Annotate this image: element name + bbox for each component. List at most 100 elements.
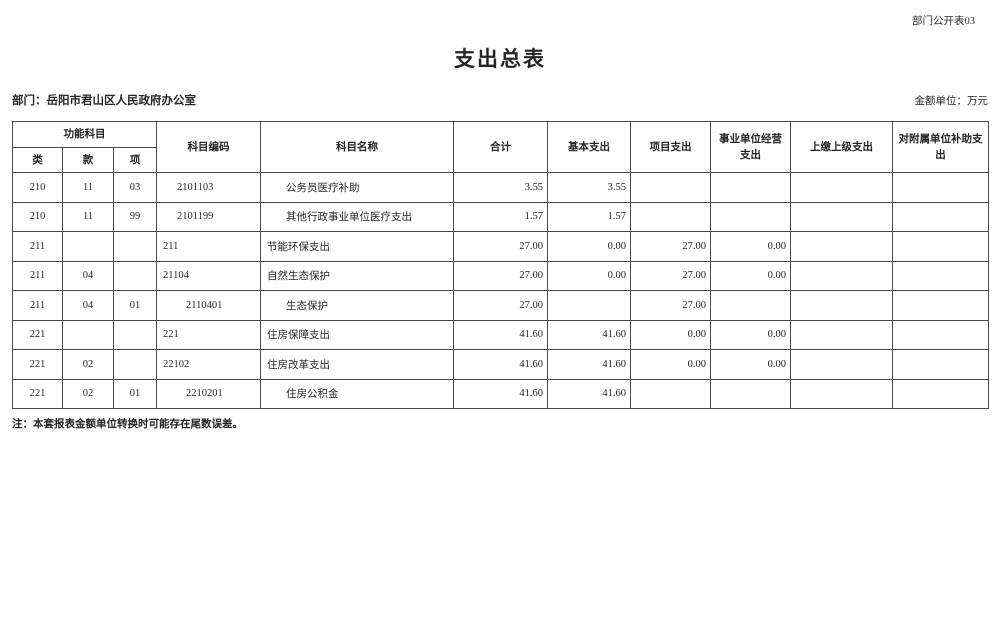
cell-subject-code: 221: [156, 319, 262, 350]
cell-basic: 3.55: [547, 172, 632, 203]
cell-project: [630, 378, 712, 409]
header-class: 类: [12, 146, 63, 173]
cell-subject-code: 2101103: [156, 172, 262, 203]
cell-basic: 1.57: [547, 201, 632, 232]
cell-subsidy: [892, 378, 990, 409]
cell-item: 01: [112, 378, 158, 409]
cell-project: 27.00: [630, 231, 712, 262]
cell-upper: [790, 201, 894, 232]
cell-basic: 41.60: [547, 378, 632, 409]
header-upper-level-expenditure: 上缴上级支出: [790, 121, 894, 173]
cell-operating: 0.00: [710, 231, 792, 262]
cell-section: 04: [62, 290, 114, 321]
table-row: 211 04 01 2110401 生态保护 27.00 27.00: [12, 290, 990, 321]
cell-total: 1.57: [453, 201, 549, 232]
header-row-1: 功能科目 科目编码 科目名称 合计 基本支出 项目支出 事业单位经营支出 上缴上…: [11, 121, 990, 173]
cell-section: 11: [62, 172, 114, 203]
cell-basic: 0.00: [547, 260, 632, 291]
cell-total: 3.55: [453, 172, 549, 203]
cell-project: 0.00: [630, 319, 712, 350]
cell-section: [62, 231, 114, 262]
cell-subsidy: [892, 201, 990, 232]
cell-upper: [790, 319, 894, 350]
amount-unit-label: 金额单位：万元: [914, 96, 989, 107]
cell-subject-code: 22102: [156, 349, 262, 380]
cell-basic: 41.60: [547, 319, 632, 350]
cell-class: 211: [12, 231, 63, 262]
page-title: 支出总表: [454, 48, 546, 71]
cell-item: [112, 319, 158, 350]
cell-subject-name: 生态保护: [260, 290, 455, 321]
cell-subject-code: 2210201: [156, 378, 262, 409]
cell-subject-code: 211: [156, 231, 262, 262]
cell-section: 02: [62, 349, 114, 380]
table-header: 功能科目 科目编码 科目名称 合计 基本支出 项目支出 事业单位经营支出 上缴上…: [11, 121, 990, 173]
cell-total: 41.60: [453, 378, 549, 409]
header-item: 项: [112, 146, 158, 173]
cell-total: 27.00: [453, 231, 549, 262]
cell-class: 221: [12, 319, 63, 350]
cell-project: 27.00: [630, 290, 712, 321]
header-subject-name: 科目名称: [260, 121, 455, 173]
cell-operating: [710, 378, 792, 409]
cell-subject-code: 2101199: [156, 201, 262, 232]
cell-subsidy: [892, 231, 990, 262]
header-project-expenditure: 项目支出: [630, 121, 712, 173]
cell-project: 27.00: [630, 260, 712, 291]
table-row: 211 04 21104 自然生态保护 27.00 0.00 27.00 0.0…: [12, 260, 990, 291]
table-body: 210 11 03 2101103 公务员医疗补助 3.55 3.55 210 …: [12, 172, 990, 409]
cell-class: 221: [12, 349, 63, 380]
header-operating-expenditure: 事业单位经营支出: [710, 121, 792, 173]
header-basic-expenditure: 基本支出: [547, 121, 632, 173]
cell-operating: 0.00: [710, 260, 792, 291]
meta-row: 部门：岳阳市君山区人民政府办公室 金额单位：万元: [12, 92, 988, 108]
cell-subject-code: 2110401: [156, 290, 262, 321]
header-functional-subject: 功能科目: [11, 121, 158, 148]
cell-item: 01: [112, 290, 158, 321]
cell-project: [630, 201, 712, 232]
footnote: 注：本套报表金额单位转换时可能存在尾数误差。: [12, 418, 243, 430]
cell-operating: 0.00: [710, 319, 792, 350]
cell-project: 0.00: [630, 349, 712, 380]
cell-upper: [790, 290, 894, 321]
cell-upper: [790, 378, 894, 409]
cell-section: [62, 319, 114, 350]
cell-class: 221: [12, 378, 63, 409]
cell-operating: [710, 172, 792, 203]
cell-subject-name: 其他行政事业单位医疗支出: [260, 201, 455, 232]
cell-section: 04: [62, 260, 114, 291]
cell-total: 41.60: [453, 349, 549, 380]
header-section: 款: [62, 146, 114, 173]
cell-class: 211: [12, 290, 63, 321]
cell-project: [630, 172, 712, 203]
cell-section: 02: [62, 378, 114, 409]
cell-subject-name: 公务员医疗补助: [260, 172, 455, 203]
cell-subsidy: [892, 172, 990, 203]
cell-subject-name: 住房公积金: [260, 378, 455, 409]
cell-subject-code: 21104: [156, 260, 262, 291]
cell-item: 03: [112, 172, 158, 203]
cell-item: 99: [112, 201, 158, 232]
table-row: 221 221 住房保障支出 41.60 41.60 0.00 0.00: [12, 319, 990, 350]
cell-total: 27.00: [453, 260, 549, 291]
cell-class: 211: [12, 260, 63, 291]
cell-section: 11: [62, 201, 114, 232]
cell-class: 210: [12, 201, 63, 232]
cell-subject-name: 自然生态保护: [260, 260, 455, 291]
header-subsidy-expenditure: 对附属单位补助支出: [892, 121, 990, 173]
expenditure-table: 功能科目 科目编码 科目名称 合计 基本支出 项目支出 事业单位经营支出 上缴上…: [11, 121, 990, 409]
table-row: 221 02 22102 住房改革支出 41.60 41.60 0.00 0.0…: [12, 349, 990, 380]
cell-operating: 0.00: [710, 349, 792, 380]
cell-subject-name: 节能环保支出: [260, 231, 455, 262]
form-number-label: 部门公开表03: [912, 16, 975, 27]
table-row: 221 02 01 2210201 住房公积金 41.60 41.60: [12, 378, 990, 409]
table-row: 210 11 99 2101199 其他行政事业单位医疗支出 1.57 1.57: [12, 201, 990, 232]
cell-upper: [790, 231, 894, 262]
cell-item: [112, 349, 158, 380]
cell-subsidy: [892, 319, 990, 350]
cell-subject-name: 住房改革支出: [260, 349, 455, 380]
cell-class: 210: [12, 172, 63, 203]
cell-operating: [710, 290, 792, 321]
table-row: 210 11 03 2101103 公务员医疗补助 3.55 3.55: [12, 172, 990, 203]
cell-item: [112, 231, 158, 262]
